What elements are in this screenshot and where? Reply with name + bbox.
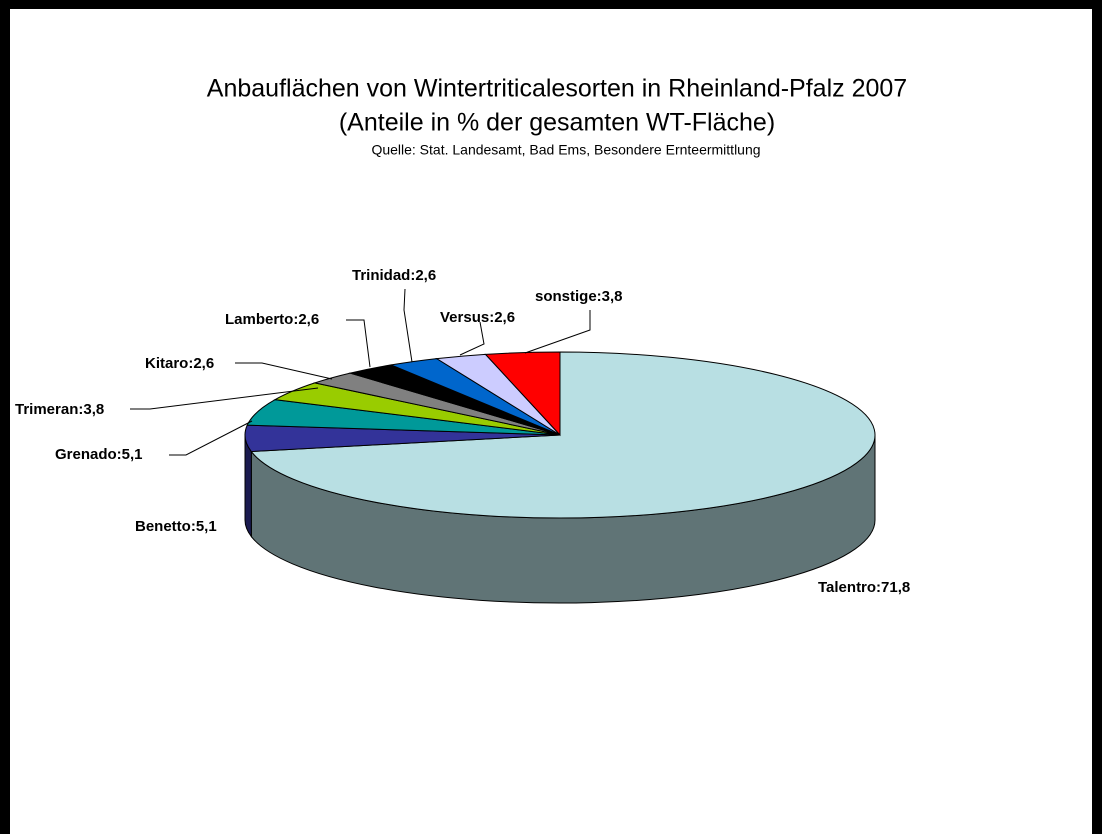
chart-title: Anbauflächen von Wintertriticalesorten i…: [207, 75, 907, 103]
pie-slice: [250, 351, 876, 519]
pie-tops: [244, 351, 876, 519]
leader-line: [346, 319, 371, 368]
data-label: Lamberto:2,6: [225, 311, 319, 328]
chart-source: Quelle: Stat. Landesamt, Bad Ems, Besond…: [371, 142, 760, 158]
data-label: Kitaro:2,6: [145, 355, 214, 372]
leader-line: [403, 288, 413, 363]
data-label: Benetto:5,1: [135, 518, 217, 535]
data-label: Trinidad:2,6: [352, 267, 436, 284]
data-label: sonstige:3,8: [535, 288, 623, 305]
chart-subtitle: (Anteile in % der gesamten WT-Fläche): [339, 109, 775, 137]
leader-line: [235, 362, 333, 380]
data-label: Grenado:5,1: [55, 446, 143, 463]
leader-line: [524, 310, 591, 354]
labels: Talentro:71,8 Benetto:5,1 Grenado:5,1 Trime…: [15, 267, 910, 596]
leader-line: [459, 321, 485, 356]
data-label: Talentro:71,8: [818, 579, 910, 596]
data-label: Trimeran:3,8: [15, 401, 104, 418]
pie-slice: [484, 351, 561, 437]
leader-line: [130, 387, 319, 410]
leader-line: [169, 420, 253, 456]
data-label: Versus:2,6: [440, 309, 515, 326]
